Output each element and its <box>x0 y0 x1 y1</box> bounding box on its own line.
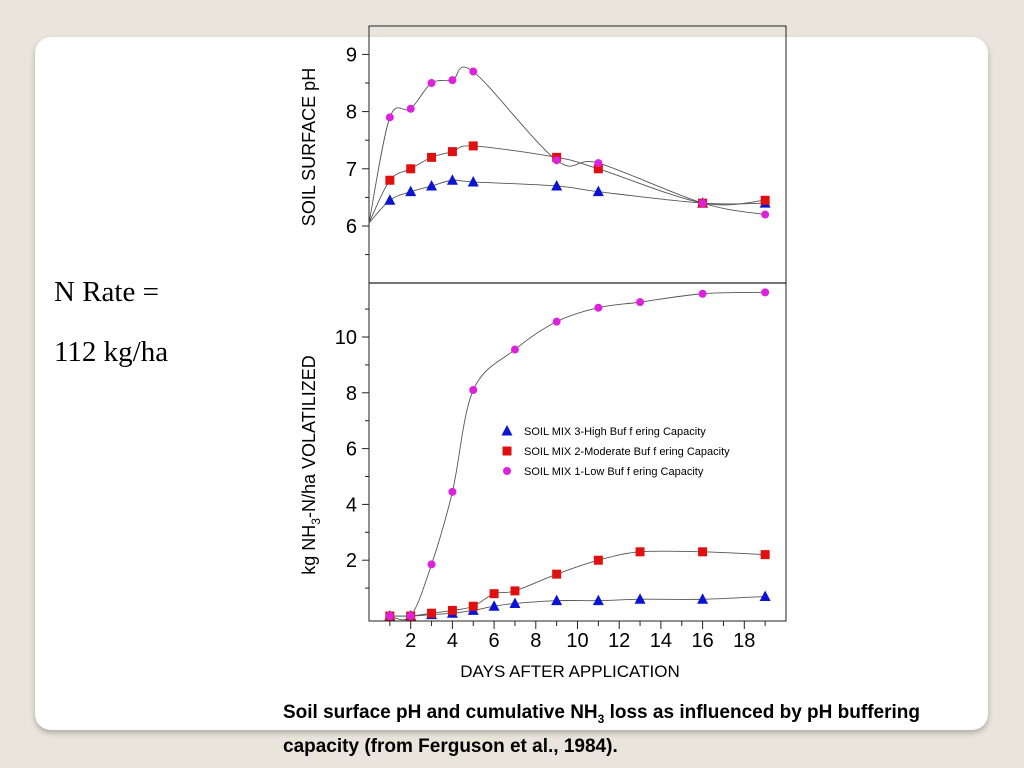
data-point-bottom <box>489 589 499 599</box>
data-point-top <box>698 199 707 208</box>
x-tick-label: 2 <box>405 630 416 652</box>
data-point-bottom <box>468 601 478 611</box>
data-point-top <box>447 147 457 157</box>
y-axis-label-part: kg NH <box>299 525 319 575</box>
data-point-top <box>448 76 457 85</box>
fit-curve-top <box>368 179 766 224</box>
data-point-bottom <box>698 547 708 557</box>
caption-text-start: Soil surface pH and cumulative NH <box>283 702 598 723</box>
y-tick-label-bottom: 8 <box>346 383 357 405</box>
legend-marker <box>502 446 512 456</box>
data-point-bottom <box>760 550 770 560</box>
data-point-bottom <box>634 593 646 604</box>
n-rate-value: 112 kg/ha <box>54 336 169 368</box>
data-point-bottom <box>448 487 457 496</box>
x-tick-label: 14 <box>650 630 672 652</box>
data-point-bottom <box>761 288 770 297</box>
x-tick-label: 12 <box>608 630 630 652</box>
data-point-bottom <box>594 303 603 312</box>
y-tick-label-bottom: 4 <box>346 494 357 516</box>
caption-text-end: loss as influenced by pH buffering capac… <box>283 702 920 757</box>
y-tick-label-top: 6 <box>346 216 357 238</box>
y-tick-label-top: 8 <box>346 102 357 124</box>
data-point-bottom <box>593 555 603 565</box>
y-axis-label-top: SOIL SURFACE pH <box>299 68 319 226</box>
data-point-top <box>427 79 436 87</box>
data-point-top <box>384 194 396 205</box>
plot-frame <box>368 25 787 622</box>
data-point-top <box>551 179 563 191</box>
x-tick-label: 8 <box>530 630 541 652</box>
legend-label: SOIL MIX 3-High Buf f ering Capacity <box>524 426 706 438</box>
data-point-bottom <box>510 586 520 596</box>
legend-label: SOIL MIX 2-Moderate Buf f ering Capacity <box>524 446 730 458</box>
data-point-bottom <box>698 289 707 298</box>
n-rate-label: N Rate = <box>54 276 159 308</box>
x-tick-label: 18 <box>733 630 755 652</box>
data-point-top <box>592 185 604 197</box>
y-tick-label-top: 7 <box>346 159 357 181</box>
legend-marker <box>501 425 513 436</box>
data-point-bottom <box>759 590 771 601</box>
data-point-bottom <box>552 569 562 579</box>
data-point-bottom <box>406 612 415 620</box>
data-point-top <box>468 141 478 151</box>
fit-curve-bottom <box>389 291 766 621</box>
y-axis-label-part: -N/ha VOLATILIZED <box>299 355 319 518</box>
fit-curve-top <box>368 145 766 224</box>
data-point-top <box>761 210 770 219</box>
data-point-top <box>594 159 603 168</box>
x-tick-label: 10 <box>566 630 588 652</box>
x-tick-label: 4 <box>447 630 458 652</box>
data-point-top <box>427 152 437 162</box>
data-point-bottom <box>552 317 561 326</box>
slide-panel <box>35 37 988 730</box>
data-point-bottom <box>509 597 521 608</box>
data-point-top <box>406 164 416 174</box>
data-point-top <box>426 179 438 191</box>
data-point-top <box>405 185 417 197</box>
data-point-bottom <box>635 547 645 557</box>
y-tick-label-bottom: 10 <box>335 327 357 349</box>
data-point-bottom <box>427 560 436 569</box>
data-point-top <box>385 113 394 122</box>
data-point-bottom <box>469 386 478 395</box>
data-point-top <box>446 174 458 185</box>
legend-label: SOIL MIX 1-Low Buf f ering Capacity <box>524 466 704 478</box>
caption-subscript: 3 <box>597 711 605 726</box>
data-point-top <box>467 175 479 187</box>
x-tick-label: 6 <box>489 630 500 652</box>
data-point-bottom <box>636 298 645 307</box>
data-point-bottom <box>592 594 604 606</box>
y-tick-label-bottom: 2 <box>346 550 357 572</box>
x-tick-label: 16 <box>691 630 713 652</box>
data-point-top <box>593 164 603 174</box>
data-point-top <box>406 104 415 113</box>
y-axis-label-subscript: 3 <box>309 518 323 525</box>
data-point-top <box>552 156 561 165</box>
fit-curve-top <box>368 66 766 224</box>
data-point-top <box>760 195 770 205</box>
data-point-bottom <box>447 605 457 615</box>
chart-figure: 6 7 8 9 2 4 6 8 10 2 4 6 8 10 12 14 16 18 SOIL SURFACE pH k… <box>299 25 787 681</box>
legend-marker <box>503 467 511 475</box>
y-tick-label-top: 9 <box>346 44 357 66</box>
figure-caption: Soil surface pH and cumulative NH3 loss … <box>283 699 983 760</box>
data-point-bottom <box>427 608 437 618</box>
x-axis-label: DAYS AFTER APPLICATION <box>460 662 679 681</box>
y-tick-label-bottom: 6 <box>346 439 357 461</box>
data-point-top <box>385 175 395 185</box>
data-point-bottom <box>488 600 500 611</box>
y-axis-label-bottom: kg NH3-N/ha VOLATILIZED <box>299 355 323 574</box>
data-point-bottom <box>510 345 519 354</box>
data-point-bottom <box>385 612 394 620</box>
fit-curve-bottom <box>389 596 766 617</box>
data-point-top <box>469 67 478 76</box>
data-point-bottom <box>551 594 563 606</box>
fit-curve-bottom <box>389 550 766 617</box>
data-point-bottom <box>697 593 709 604</box>
